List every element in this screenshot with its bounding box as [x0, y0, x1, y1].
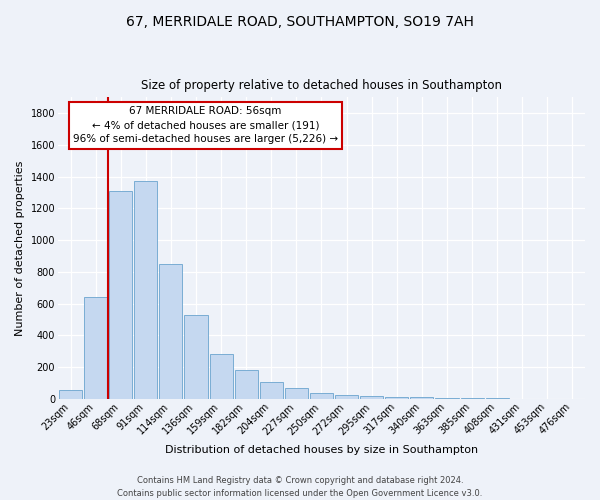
Bar: [410, 398, 433, 399]
Bar: [235, 370, 258, 399]
Bar: [385, 396, 409, 399]
Bar: [84, 296, 107, 399]
Text: Contains HM Land Registry data © Crown copyright and database right 2024.
Contai: Contains HM Land Registry data © Crown c…: [118, 476, 482, 498]
Bar: [160, 264, 182, 399]
Bar: [184, 315, 208, 399]
Bar: [134, 180, 157, 399]
Title: Size of property relative to detached houses in Southampton: Size of property relative to detached ho…: [141, 79, 502, 92]
Text: 67, MERRIDALE ROAD, SOUTHAMPTON, SO19 7AH: 67, MERRIDALE ROAD, SOUTHAMPTON, SO19 7A…: [126, 15, 474, 29]
Bar: [285, 388, 308, 399]
Bar: [360, 396, 383, 399]
Bar: [260, 382, 283, 399]
Bar: [109, 191, 132, 399]
Bar: [461, 398, 484, 399]
Bar: [209, 354, 233, 399]
Text: 67 MERRIDALE ROAD: 56sqm
← 4% of detached houses are smaller (191)
96% of semi-d: 67 MERRIDALE ROAD: 56sqm ← 4% of detache…: [73, 106, 338, 144]
Bar: [59, 390, 82, 399]
Bar: [485, 398, 509, 399]
X-axis label: Distribution of detached houses by size in Southampton: Distribution of detached houses by size …: [165, 445, 478, 455]
Bar: [310, 394, 333, 399]
Bar: [335, 395, 358, 399]
Bar: [436, 398, 458, 399]
Y-axis label: Number of detached properties: Number of detached properties: [15, 160, 25, 336]
